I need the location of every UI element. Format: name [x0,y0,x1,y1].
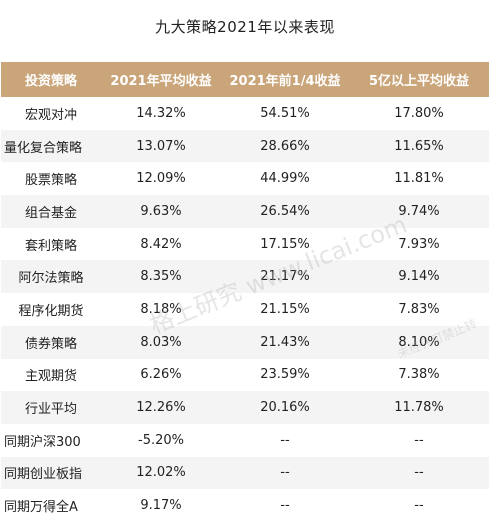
strategy-name-cell: 组合基金 [24,205,77,221]
table-row: 同期创业板指 12.02% -- -- [1,456,489,490]
over-500m-return-cell: -- [414,498,424,514]
strategy-name-cell: 阿尔法策略 [18,271,84,287]
table-row: 宏观对冲 14.32% 54.51% 17.80% [1,97,489,130]
avg-return-cell: 14.32% [136,105,186,121]
header-2021-top-quarter-return: 2021年前1/4收益 [229,74,341,89]
top-quarter-return-cell: 21.43% [260,334,310,350]
avg-return-cell: 8.42% [140,236,182,252]
strategy-name-cell: 同期创业板指 [4,467,83,483]
avg-return-cell: 9.63% [140,203,182,219]
top-quarter-return-cell: 44.99% [260,171,310,187]
top-quarter-return-cell: 21.15% [260,301,310,317]
top-quarter-return-cell: -- [280,432,290,448]
table-row: 量化复合策略 13.07% 28.66% 11.65% [1,129,489,163]
strategy-performance-table: 投资策略 2021年平均收益 2021年前1/4收益 5亿以上平均收益 宏观对冲… [1,62,489,522]
top-quarter-return-cell: 23.59% [260,367,310,383]
over-500m-return-cell: 9.74% [398,203,440,219]
top-quarter-return-cell: -- [280,498,290,514]
table-row: 程序化期货 8.18% 21.15% 7.83% [1,293,489,326]
avg-return-cell: 9.17% [140,498,182,514]
header-strategy: 投资策略 [24,74,77,89]
strategy-name-cell: 同期沪深300 [4,434,81,450]
top-quarter-return-cell: 21.17% [260,269,310,285]
table-row: 同期沪深300 -5.20% -- -- [1,423,489,457]
top-quarter-return-cell: 28.66% [260,138,310,154]
table-row: 股票策略 12.09% 44.99% 11.81% [1,162,489,196]
avg-return-cell: 8.03% [140,334,182,350]
over-500m-return-cell: 17.80% [394,105,444,121]
over-500m-return-cell: -- [414,465,424,481]
header-over-500m-avg-return: 5亿以上平均收益 [368,74,470,89]
table-row: 主观期货 6.26% 23.59% 7.38% [1,358,489,392]
avg-return-cell: 12.02% [136,465,186,481]
over-500m-return-cell: -- [414,432,424,448]
strategy-name-cell: 主观期货 [24,369,77,385]
top-quarter-return-cell: 26.54% [260,203,310,219]
over-500m-return-cell: 7.38% [398,367,440,383]
table-row: 债券策略 8.03% 21.43% 8.10% [1,325,489,359]
top-quarter-return-cell: 20.16% [260,400,310,416]
top-quarter-return-cell: 54.51% [260,105,310,121]
strategy-name-cell: 宏观对冲 [24,107,77,123]
header-2021-avg-return: 2021年平均收益 [110,74,212,89]
over-500m-return-cell: 7.83% [398,301,440,317]
avg-return-cell: -5.20% [138,432,184,448]
avg-return-cell: 13.07% [136,138,186,154]
strategy-name-cell: 股票策略 [24,173,77,189]
avg-return-cell: 12.09% [136,171,186,187]
over-500m-return-cell: 11.78% [394,400,444,416]
strategy-name-cell: 同期万得全A [4,500,78,516]
avg-return-cell: 12.26% [136,400,186,416]
table-row: 套利策略 8.42% 17.15% 7.93% [1,227,489,261]
over-500m-return-cell: 8.10% [398,334,440,350]
table-header-row: 投资策略 2021年平均收益 2021年前1/4收益 5亿以上平均收益 [1,62,489,97]
table-row: 组合基金 9.63% 26.54% 9.74% [1,195,489,228]
strategy-name-cell: 债券策略 [24,336,77,352]
strategy-name-cell: 套利策略 [24,238,77,254]
table-row: 同期万得全A 9.17% -- -- [1,489,489,522]
strategy-name-cell: 行业平均 [24,402,77,418]
top-quarter-return-cell: -- [280,465,290,481]
avg-return-cell: 6.26% [140,367,182,383]
avg-return-cell: 8.35% [140,269,182,285]
over-500m-return-cell: 7.93% [398,236,440,252]
strategy-name-cell: 程序化期货 [18,303,84,319]
avg-return-cell: 8.18% [140,301,182,317]
strategy-name-cell: 量化复合策略 [4,140,83,156]
table-row: 阿尔法策略 8.35% 21.17% 9.14% [1,260,489,294]
over-500m-return-cell: 11.65% [394,138,444,154]
over-500m-return-cell: 11.81% [394,171,444,187]
top-quarter-return-cell: 17.15% [260,236,310,252]
table-row: 行业平均 12.26% 20.16% 11.78% [1,391,489,424]
over-500m-return-cell: 9.14% [398,269,440,285]
table-title: 九大策略2021年以来表现 [155,18,335,36]
